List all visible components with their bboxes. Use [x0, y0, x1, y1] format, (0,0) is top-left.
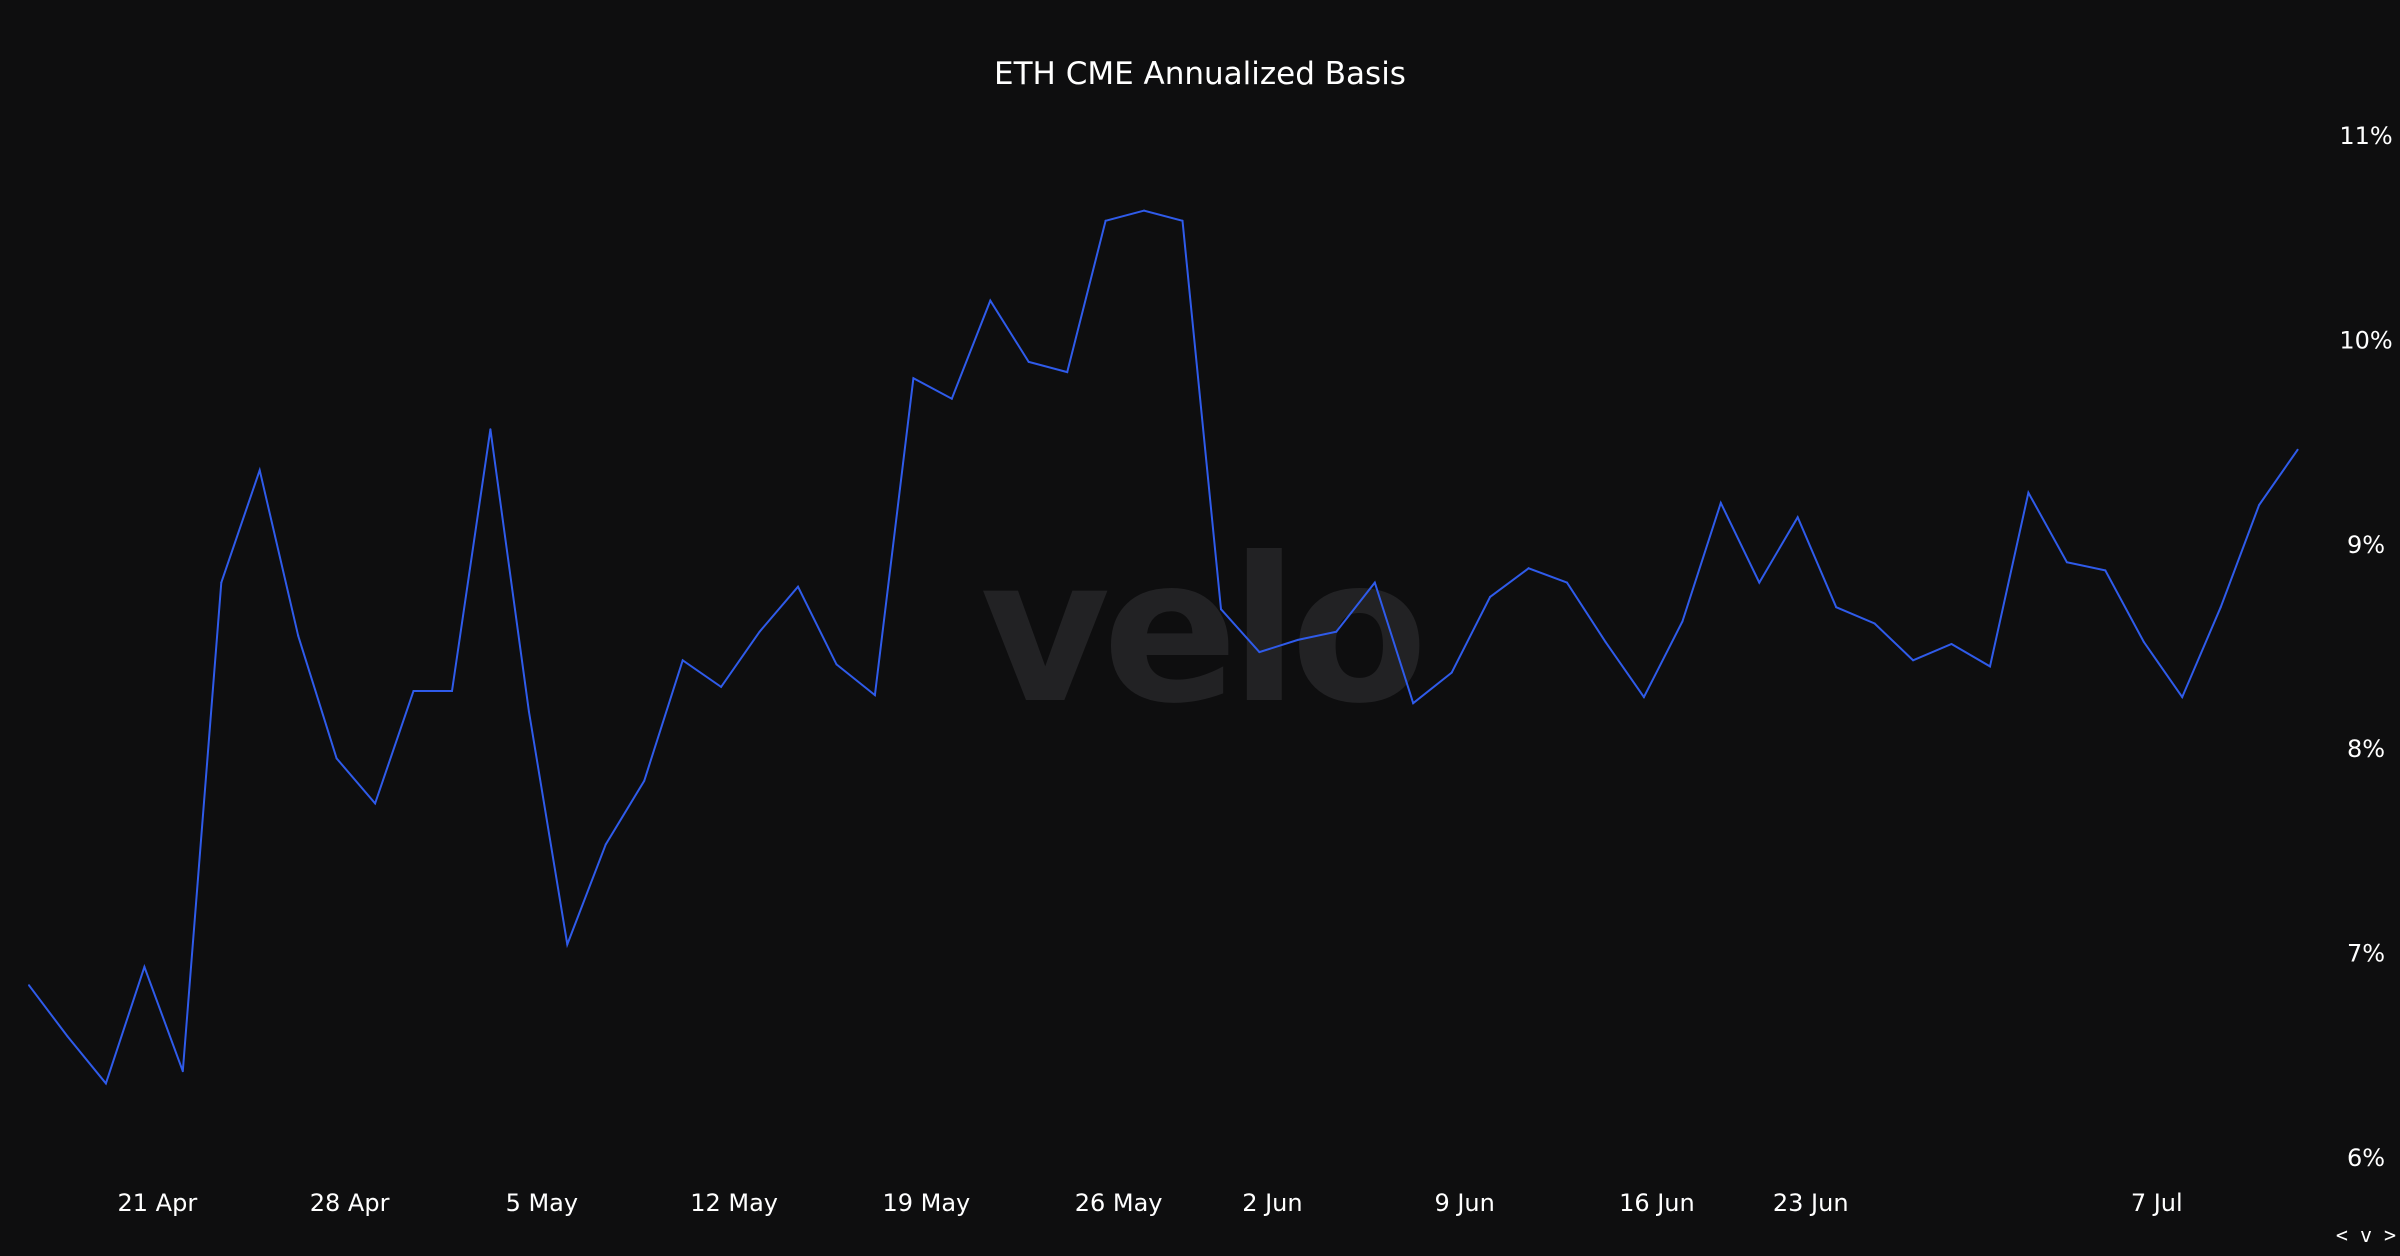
data-point: [1642, 696, 1645, 699]
y-tick-label: 6%: [2347, 1144, 2385, 1172]
data-point: [643, 779, 646, 782]
data-point: [873, 694, 876, 697]
series-line: [28, 209, 2299, 1086]
data-point: [912, 377, 915, 380]
data-point: [1104, 219, 1107, 222]
watermark: velo: [980, 515, 1420, 748]
data-point: [2219, 606, 2222, 609]
data-point: [950, 397, 953, 400]
x-tick-label: 2 Jun: [1242, 1189, 1302, 1217]
series-layer: [28, 209, 2299, 1086]
y-tick-label: 9%: [2347, 531, 2385, 559]
x-tick-label: 19 May: [882, 1189, 970, 1217]
data-point: [2142, 640, 2145, 643]
chart-title: ETH CME Annualized Basis: [994, 56, 1406, 92]
data-point: [374, 802, 377, 805]
data-point: [335, 757, 338, 760]
data-point: [1527, 567, 1530, 570]
x-tick-label: 9 Jun: [1434, 1189, 1494, 1217]
data-point: [2296, 448, 2299, 451]
data-point: [104, 1082, 107, 1085]
data-point: [1912, 659, 1915, 662]
data-point: [1066, 371, 1069, 374]
x-tick-label: 28 Apr: [310, 1189, 390, 1217]
data-point: [28, 984, 30, 987]
x-tick-label: 16 Jun: [1619, 1189, 1695, 1217]
data-point: [1796, 516, 1799, 519]
x-tick-label: 26 May: [1075, 1189, 1163, 1217]
data-point: [297, 634, 300, 637]
x-tick-label: 12 May: [690, 1189, 778, 1217]
data-point: [1335, 630, 1338, 633]
data-point: [1566, 581, 1568, 584]
data-point: [1681, 620, 1684, 623]
x-tick-label: 23 Jun: [1773, 1189, 1849, 1217]
x-axis: 21 Apr 28 Apr 5 May 12 May 19 May 26 May 2 Jun…: [118, 1189, 2183, 1217]
data-point: [1604, 640, 1607, 643]
data-point: [1989, 665, 1991, 668]
data-point: [412, 690, 415, 692]
data-point: [527, 710, 530, 713]
y-tick-label: 11%: [2339, 122, 2392, 150]
data-point: [1181, 219, 1184, 222]
data-point: [604, 843, 607, 846]
data-point: [2065, 561, 2068, 564]
data-point: [1143, 209, 1146, 212]
data-point: [2258, 504, 2261, 506]
data-point: [220, 581, 223, 584]
data-point: [989, 299, 992, 302]
data-point: [66, 1035, 69, 1038]
data-point: [258, 469, 261, 472]
data-point: [1873, 622, 1876, 625]
data-point: [1373, 581, 1376, 584]
data-point: [1719, 501, 1722, 504]
y-tick-label: 10%: [2339, 326, 2392, 354]
data-point: [1258, 651, 1261, 654]
x-tick-label: 7 Jul: [2131, 1189, 2183, 1217]
data-point: [1027, 360, 1030, 363]
data-point: [489, 428, 492, 431]
chart-nav-arrows[interactable]: < v >: [2336, 1223, 2396, 1247]
data-point: [720, 685, 723, 688]
data-point: [1450, 671, 1453, 674]
data-point: [1489, 595, 1492, 598]
y-tick-label: 8%: [2347, 735, 2385, 763]
data-point: [1758, 581, 1761, 584]
data-point: [681, 659, 684, 662]
data-point: [758, 630, 761, 633]
x-tick-label: 21 Apr: [118, 1189, 198, 1217]
data-point: [143, 965, 146, 968]
data-point: [1296, 638, 1299, 641]
data-point: [2181, 696, 2184, 699]
data-point: [181, 1070, 184, 1073]
data-point: [1412, 702, 1415, 705]
y-tick-label: 7%: [2347, 940, 2385, 968]
data-point: [835, 663, 838, 666]
data-point: [1220, 608, 1222, 611]
x-tick-label: 5 May: [506, 1189, 579, 1217]
data-point: [566, 943, 569, 946]
data-point: [1835, 606, 1838, 609]
y-axis: 11% 10% 9% 8% 7% 6%: [2339, 122, 2392, 1172]
data-point: [451, 690, 453, 692]
data-point: [1950, 643, 1953, 645]
data-point: [2027, 491, 2030, 494]
data-point: [2104, 569, 2107, 572]
data-point: [797, 585, 799, 588]
